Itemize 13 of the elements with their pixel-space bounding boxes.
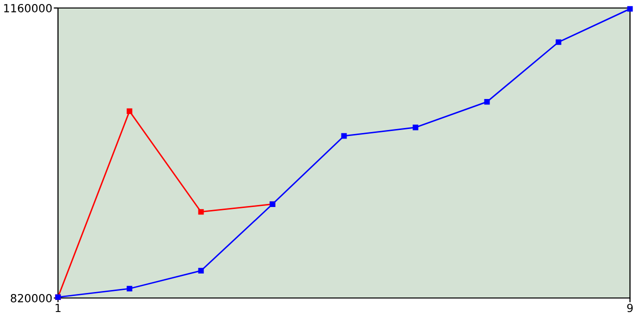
y-tick-label: 1160000 <box>4 4 52 12</box>
point <box>198 268 204 274</box>
point <box>341 133 347 139</box>
point <box>484 99 490 105</box>
point <box>412 124 418 130</box>
point <box>126 108 132 114</box>
x-tick-label: 9 <box>627 304 633 312</box>
y-tick-label: 820000 <box>10 294 52 302</box>
point <box>556 39 562 45</box>
x-tick-label: 1 <box>56 304 61 312</box>
point <box>126 286 132 292</box>
point <box>198 209 204 215</box>
point <box>627 6 633 12</box>
